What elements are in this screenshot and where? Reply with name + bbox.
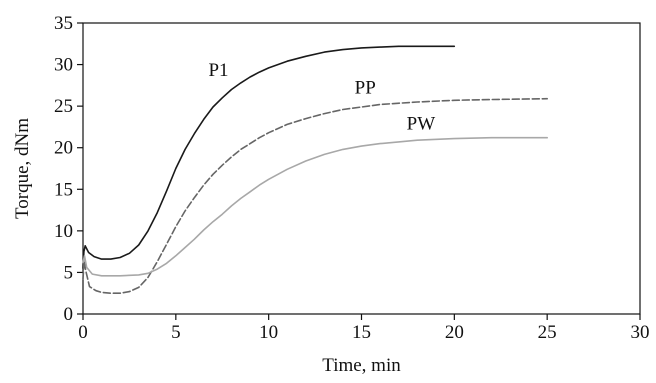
y-tick-label: 15 [54,179,73,200]
y-tick-label: 30 [54,55,73,76]
y-tick-label: 25 [54,96,73,117]
x-axis-title: Time, min [322,355,401,376]
series-label-pp: PP [355,78,376,99]
x-tick-label: 5 [171,322,181,343]
series-annotations: P1 PP PW [208,60,435,134]
y-tick-label: 10 [54,221,73,242]
y-tick-label: 20 [54,138,73,159]
y-tick-label: 5 [64,262,74,283]
x-tick-label: 10 [259,322,278,343]
x-tick-label: 0 [78,322,88,343]
x-tick-label: 30 [631,322,650,343]
series-lines [82,45,548,294]
y-tick-label: 0 [64,304,74,325]
y-axis-title: Torque, dNm [12,118,33,219]
x-tick-label: 15 [352,322,371,343]
x-tick-label: 25 [538,322,557,343]
series-line-p1 [82,45,456,270]
axis-ticks: 0 5 10 15 20 25 30 0 5 10 15 20 25 30 35 [54,13,650,343]
y-tick-label: 35 [54,13,73,34]
series-line-pp [82,97,548,294]
x-tick-label: 20 [445,322,464,343]
plot-area-frame [82,22,641,315]
series-line-pw [82,136,548,277]
series-label-p1: P1 [208,60,228,81]
series-label-pw: PW [407,113,436,134]
